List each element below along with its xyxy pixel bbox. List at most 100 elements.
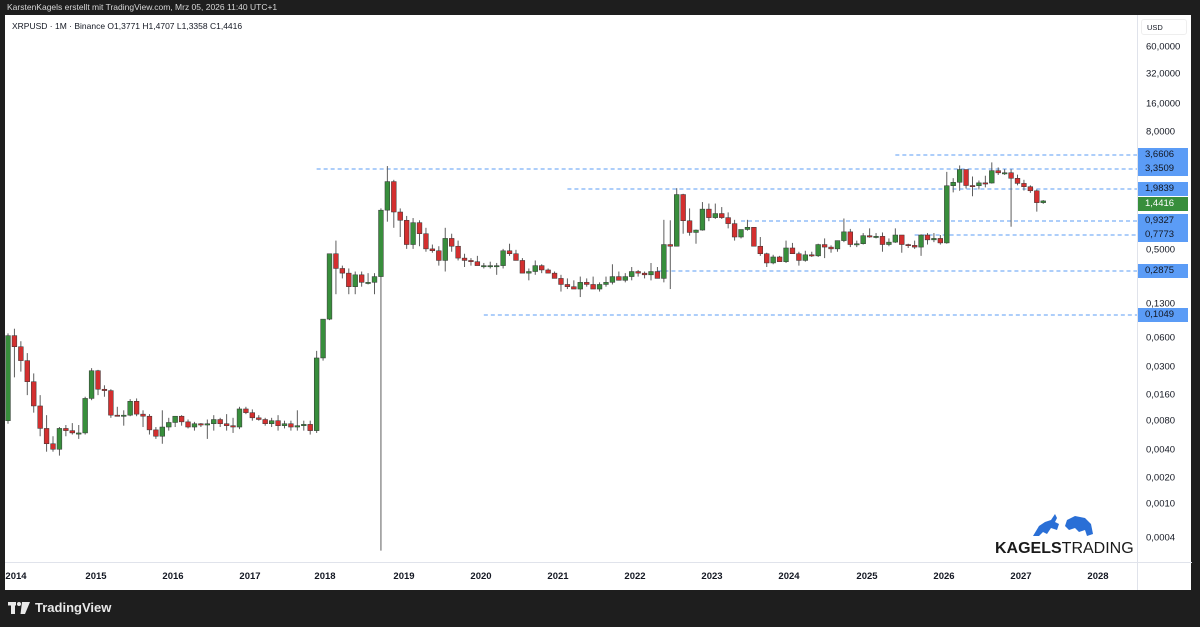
- time-axis[interactable]: 2014 2015 2016 2017 2018 2019 2020 2021 2022 2023…: [5, 562, 1137, 591]
- bearish-candle: [706, 208, 712, 218]
- time-tick: 2018: [314, 571, 336, 582]
- symbol-legend: XRPUSD · 1M · Binance O1,3771 H1,4707 L1…: [12, 21, 243, 31]
- bullish-candle: [320, 318, 326, 359]
- chart-frame: XRPUSD · 1M · Binance O1,3771 H1,4707 L1…: [5, 15, 1192, 591]
- bearish-candle: [911, 245, 918, 248]
- bearish-candle: [506, 250, 513, 254]
- tradingview-logo[interactable]: TradingView: [8, 600, 111, 615]
- bearish-candle: [423, 233, 429, 250]
- bearish-candle: [776, 256, 783, 262]
- bearish-candle: [519, 260, 526, 274]
- currency-unit[interactable]: USD: [1141, 19, 1187, 35]
- bearish-candle: [140, 413, 146, 417]
- price-tick: 0,0040: [1146, 444, 1176, 456]
- bullish-candle: [770, 256, 776, 264]
- bearish-candle: [43, 428, 50, 445]
- time-tick: 2014: [5, 571, 27, 582]
- bullish-candle: [918, 234, 924, 248]
- bearish-candle: [731, 223, 738, 238]
- price-tick: 0,0020: [1146, 472, 1176, 484]
- time-tick: 2028: [1087, 571, 1109, 582]
- time-tick: 2015: [85, 571, 107, 582]
- bullish-candle: [834, 240, 841, 250]
- bearish-candle: [275, 420, 281, 426]
- time-tick: 2026: [933, 571, 955, 582]
- price-tick: 8,0000: [1146, 126, 1176, 138]
- bullish-candle: [744, 227, 751, 230]
- bearish-candle: [821, 244, 828, 248]
- bullish-candle: [873, 236, 879, 238]
- bullish-candle: [693, 229, 699, 233]
- bearish-candle: [416, 222, 423, 234]
- bullish-candle: [854, 243, 860, 246]
- attribution-text: KarstenKagels erstellt mit TradingView.c…: [7, 2, 278, 12]
- bearish-candle: [223, 423, 230, 426]
- price-tick: 0,0010: [1146, 498, 1176, 510]
- bearish-candle: [243, 408, 249, 413]
- bearish-candle: [429, 248, 436, 252]
- bullish-candle: [384, 181, 391, 211]
- bullish-candle: [944, 185, 950, 244]
- bearish-candle: [686, 220, 693, 233]
- bearish-candle: [571, 286, 577, 290]
- bullish-candle: [281, 423, 288, 426]
- attribution-bar: KarstenKagels erstellt mit TradingView.c…: [0, 0, 1200, 15]
- bullish-candle: [661, 244, 667, 279]
- bearish-candle: [455, 245, 461, 259]
- bearish-candle: [461, 257, 468, 261]
- price-tick: 60,0000: [1146, 41, 1181, 53]
- brand-bold: KAGELS: [995, 540, 1062, 557]
- bearish-candle: [635, 271, 641, 274]
- bullish-candle: [494, 265, 500, 268]
- time-tick: 2025: [856, 571, 878, 582]
- bearish-candle: [468, 260, 474, 262]
- bullish-candle: [841, 231, 847, 241]
- bullish-candle: [526, 271, 532, 274]
- bearish-candle: [719, 213, 725, 218]
- bearish-candle: [1027, 186, 1034, 192]
- bearish-candle: [230, 425, 236, 428]
- bearish-candle: [641, 272, 648, 276]
- bullish-candle: [5, 335, 11, 421]
- bullish-candle: [365, 282, 371, 284]
- bullish-candle: [378, 209, 384, 277]
- bearish-candle: [391, 181, 397, 213]
- bearish-candle: [545, 269, 551, 274]
- bullish-candle: [352, 274, 358, 287]
- bullish-candle: [326, 253, 333, 320]
- bearish-candle: [436, 250, 442, 261]
- bearish-candle: [339, 268, 346, 274]
- bull-bear-icon: [1033, 514, 1093, 536]
- bullish-candle: [211, 419, 217, 424]
- bearish-candle: [50, 443, 56, 450]
- bullish-candle: [699, 208, 706, 231]
- bearish-candle: [262, 419, 268, 424]
- bearish-candle: [667, 244, 673, 247]
- bullish-candle: [622, 276, 628, 281]
- bearish-candle: [764, 253, 770, 264]
- axis-corner: [1137, 562, 1192, 591]
- bearish-candle: [982, 182, 989, 185]
- bearish-candle: [513, 253, 519, 261]
- bearish-candle: [751, 227, 757, 247]
- bullish-candle: [956, 169, 963, 183]
- bearish-candle: [153, 429, 159, 437]
- bullish-candle: [410, 222, 416, 245]
- bearish-candle: [757, 245, 763, 254]
- price-tick: 0,1300: [1146, 298, 1176, 310]
- bearish-candle: [95, 370, 101, 390]
- time-tick: 2017: [239, 571, 261, 582]
- price-level-label: 0,2875: [1138, 264, 1188, 278]
- price-level-label: 1,4416: [1138, 197, 1188, 211]
- chart-plot-area[interactable]: XRPUSD · 1M · Binance O1,3771 H1,4707 L1…: [5, 15, 1137, 562]
- bullish-candle: [886, 241, 892, 245]
- bearish-candle: [18, 346, 24, 361]
- bearish-candle: [866, 235, 873, 238]
- price-axis[interactable]: USD 60,0000 32,0000 16,0000 8,0000 0,5000 0,1…: [1137, 15, 1192, 562]
- bearish-candle: [178, 415, 185, 423]
- bullish-candle: [371, 276, 378, 283]
- price-tick: 0,0004: [1146, 532, 1176, 544]
- price-tick: 0,5000: [1146, 244, 1176, 256]
- bearish-candle: [937, 238, 944, 244]
- bullish-candle: [56, 428, 63, 450]
